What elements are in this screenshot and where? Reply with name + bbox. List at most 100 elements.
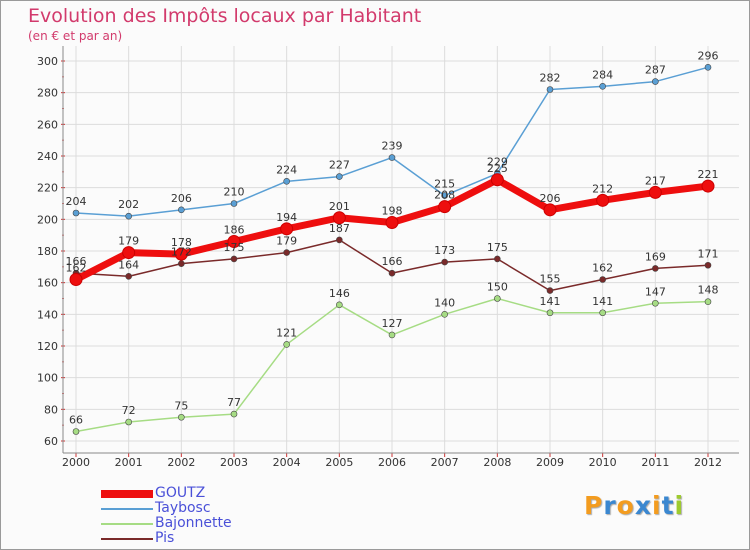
legend-label: Bajonnette — [155, 515, 232, 531]
y-tick-label: 220 — [37, 182, 58, 195]
data-point-pis — [652, 265, 659, 272]
data-label-pis: 175 — [224, 241, 245, 254]
y-tick-label: 300 — [37, 55, 58, 68]
data-point-pis — [336, 236, 343, 244]
legend-label: Taybosc — [155, 500, 211, 516]
chart-subtitle: (en € et par an) — [28, 29, 123, 43]
data-label-taybosc: 227 — [329, 159, 350, 172]
data-point-pis — [125, 273, 132, 280]
data-point-taybosc — [704, 64, 712, 71]
data-point-goutz — [490, 173, 504, 187]
data-label-pis: 187 — [329, 222, 350, 235]
data-point-taybosc — [652, 78, 659, 85]
x-tick-label: 2011 — [641, 456, 669, 469]
data-label-goutz: 221 — [698, 168, 719, 181]
legend-swatch — [101, 490, 153, 498]
data-point-taybosc — [546, 86, 554, 93]
data-label-bajonnette: 146 — [329, 287, 350, 300]
data-label-bajonnette: 121 — [276, 326, 297, 339]
x-tick-label: 2000 — [62, 456, 90, 469]
data-label-taybosc: 202 — [118, 198, 139, 211]
data-label-pis: 173 — [434, 244, 455, 257]
data-label-taybosc: 204 — [66, 195, 87, 208]
y-tick-label: 240 — [37, 150, 58, 163]
y-tick-label: 200 — [37, 213, 58, 226]
data-point-bajonnette — [125, 418, 132, 426]
data-point-taybosc — [230, 200, 238, 207]
chart-title: Evolution des Impôts locaux par Habitant — [28, 5, 422, 27]
data-point-pis — [441, 258, 448, 266]
y-tick-label: 180 — [37, 245, 58, 258]
data-point-bajonnette — [178, 413, 185, 421]
x-tick-label: 2002 — [167, 456, 195, 469]
data-label-bajonnette: 150 — [487, 281, 508, 294]
data-point-goutz — [648, 185, 662, 199]
legend-label: GOUTZ — [155, 485, 206, 501]
x-tick-label: 2003 — [220, 456, 248, 469]
data-point-pis — [230, 255, 238, 263]
data-label-goutz: 212 — [592, 182, 613, 195]
x-tick-label: 2006 — [378, 456, 406, 469]
data-point-pis — [494, 255, 501, 263]
data-point-bajonnette — [72, 428, 80, 435]
line-chart: 60 80 100 120 140 160 180 200 220 240 260 280 300 200… — [37, 46, 739, 469]
axis-layer: 60 80 100 120 140 160 180 200 220 240 260 280 300 200… — [37, 46, 739, 469]
data-point-pis — [546, 287, 554, 294]
data-point-goutz — [701, 179, 715, 193]
data-point-pis — [283, 249, 290, 256]
y-tick-label: 100 — [37, 372, 58, 385]
data-label-taybosc: 282 — [540, 72, 561, 85]
data-label-taybosc: 229 — [487, 155, 508, 168]
data-label-taybosc: 239 — [382, 140, 403, 153]
data-label-taybosc: 287 — [645, 64, 666, 77]
logo-letter: r — [603, 491, 617, 520]
data-label-taybosc: 224 — [276, 163, 297, 176]
data-label-taybosc: 210 — [224, 186, 245, 199]
data-label-pis: 171 — [698, 247, 719, 260]
data-label-goutz: 178 — [171, 236, 192, 249]
data-point-taybosc — [72, 209, 80, 217]
legend-swatch — [101, 538, 153, 540]
y-tick-label: 280 — [37, 87, 58, 100]
y-tick-label: 140 — [37, 308, 58, 321]
data-point-bajonnette — [388, 331, 396, 339]
data-label-bajonnette: 148 — [698, 284, 719, 297]
data-point-pis — [388, 269, 396, 277]
data-label-pis: 164 — [118, 258, 139, 271]
data-point-goutz — [280, 222, 294, 236]
proxiti-logo: Proxiti — [584, 491, 684, 520]
label-layer: 162 179 178 186 194 201 198 208 225 206 212 217 221 2… — [66, 49, 719, 426]
data-point-taybosc — [441, 192, 448, 199]
data-point-goutz — [332, 211, 346, 225]
data-label-bajonnette: 77 — [227, 396, 241, 409]
data-label-bajonnette: 66 — [69, 414, 83, 427]
data-label-taybosc: 206 — [171, 192, 192, 205]
data-point-bajonnette — [230, 410, 238, 418]
logo-letter: i — [652, 491, 662, 520]
data-label-pis: 179 — [276, 235, 297, 248]
data-label-goutz: 201 — [329, 200, 350, 213]
y-tick-label: 80 — [44, 403, 58, 416]
plot-area — [63, 46, 739, 453]
data-label-goutz: 162 — [66, 262, 87, 275]
legend-label: Pis — [155, 530, 175, 546]
data-label-pis: 175 — [487, 241, 508, 254]
legend-swatch — [101, 523, 153, 525]
x-tick-label: 2005 — [325, 456, 353, 469]
data-point-goutz — [227, 235, 241, 248]
y-tick-label: 60 — [44, 435, 58, 448]
data-label-taybosc: 215 — [434, 178, 455, 191]
data-point-goutz — [438, 200, 452, 214]
data-label-pis: 169 — [645, 250, 666, 263]
data-label-goutz: 198 — [382, 205, 403, 218]
logo-letter: x — [634, 491, 652, 520]
data-point-goutz — [543, 203, 557, 217]
data-label-bajonnette: 141 — [540, 295, 561, 308]
data-point-bajonnette — [652, 299, 659, 307]
data-label-pis: 155 — [540, 273, 561, 286]
data-point-goutz — [122, 246, 136, 260]
x-tick-label: 2009 — [536, 456, 564, 469]
data-label-pis: 162 — [592, 262, 613, 275]
data-label-pis: 172 — [171, 246, 192, 259]
